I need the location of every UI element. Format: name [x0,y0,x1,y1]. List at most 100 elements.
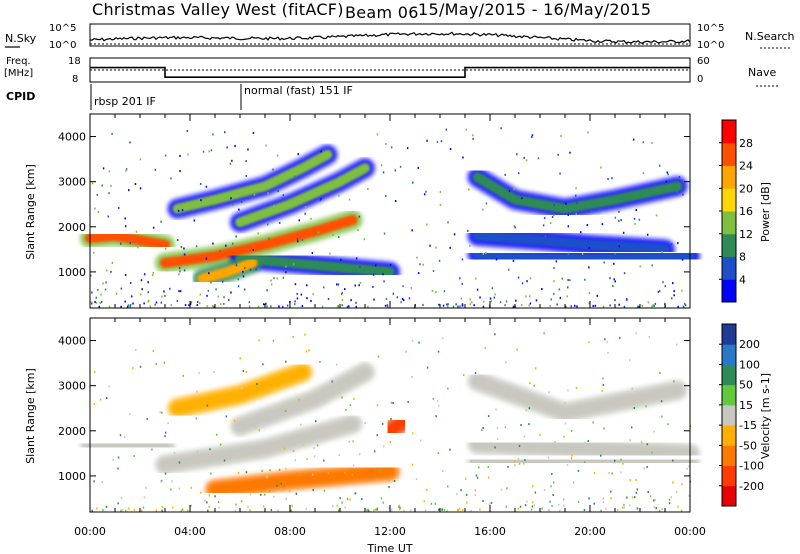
scatter-speck [434,502,436,505]
scatter-speck [531,136,533,138]
scatter-speck [417,272,420,275]
scatter-speck [439,191,442,193]
scatter-speck [519,505,522,508]
scatter-speck [504,426,507,429]
scatter-speck [642,172,645,175]
scatter-speck [344,506,346,509]
scatter-speck [319,361,321,363]
scatter-speck [435,291,437,294]
scatter-speck [380,497,383,500]
scatter-speck [141,509,143,512]
scatter-speck [111,261,114,264]
scatter-speck [659,372,661,374]
time-tick-label: 20:00 [574,525,606,538]
scatter-speck [602,501,605,504]
scatter-speck [199,293,202,296]
scatter-speck [649,495,652,498]
time-tick-label: 08:00 [274,525,306,538]
scatter-speck [565,305,567,308]
power-band-core [197,257,258,284]
scatter-speck [261,469,263,472]
scatter-speck [346,498,349,501]
scatter-speck [196,390,198,393]
scatter-speck [554,255,556,258]
scatter-speck [543,488,546,491]
scatter-speck [160,480,162,483]
scatter-speck [237,285,240,288]
scatter-speck [394,200,397,202]
power-band-core [160,215,358,268]
scatter-speck [594,247,597,250]
scatter-speck [646,466,648,468]
scatter-speck [504,304,506,307]
scatter-speck [327,472,330,475]
velocity-band-core [385,416,408,436]
scatter-speck [675,343,678,346]
scatter-speck [587,131,589,134]
scatter-speck [551,504,553,507]
scatter-speck [117,502,119,505]
scatter-speck [515,299,517,302]
scatter-speck [645,405,647,408]
scatter-speck [505,505,507,508]
scatter-speck [403,509,405,512]
scatter-speck [425,190,427,193]
time-tick-label: 00:00 [674,525,706,538]
scatter-speck [565,202,567,205]
scatter-speck [93,403,96,405]
scatter-speck [181,209,184,212]
power-band-core [472,230,670,255]
colorbar-swatch [722,465,736,487]
scatter-speck [219,250,221,252]
scatter-speck [226,452,228,454]
scatter-speck [187,153,189,156]
scatter-speck [513,188,515,191]
scatter-speck [151,448,153,451]
scatter-speck [207,509,209,512]
scatter-speck [654,302,657,305]
scatter-speck [135,230,138,233]
scatter-speck [295,493,298,495]
scatter-speck [130,282,132,284]
scatter-speck [442,304,445,307]
scatter-speck [120,497,123,500]
scatter-speck [461,303,464,306]
scatter-speck [302,444,305,447]
velocity-band-core [235,367,370,432]
scatter-speck [646,443,649,446]
scatter-speck [531,505,534,508]
scatter-speck [228,298,230,301]
scatter-speck [446,303,448,306]
scatter-speck [215,288,217,291]
scatter-speck [474,494,477,497]
scatter-speck [285,360,287,363]
scatter-speck [235,264,238,267]
velocity-band-core [172,367,308,414]
scatter-speck [528,407,531,410]
scatter-speck [618,219,620,222]
scatter-speck [277,509,279,512]
scatter-speck [108,192,110,195]
scatter-speck [190,486,192,489]
scatter-speck [479,296,481,299]
scatter-speck [97,288,99,291]
scatter-speck [354,492,356,495]
scatter-speck [282,194,284,197]
scatter-speck [383,280,385,283]
scatter-speck [620,219,622,222]
scatter-speck [285,467,287,470]
scatter-speck [602,377,604,380]
scatter-speck [523,435,526,438]
scatter-speck [190,301,193,304]
scatter-speck [633,217,636,220]
scatter-speck [482,305,485,308]
range-tick-label: 2000 [58,221,86,234]
scatter-speck [124,217,126,220]
scatter-speck [526,280,528,283]
scatter-speck [297,240,299,243]
nave-label: Nave [748,66,776,79]
scatter-speck [172,506,174,509]
scatter-speck [233,419,236,422]
scatter-speck [496,427,499,430]
scatter-speck [635,209,637,211]
